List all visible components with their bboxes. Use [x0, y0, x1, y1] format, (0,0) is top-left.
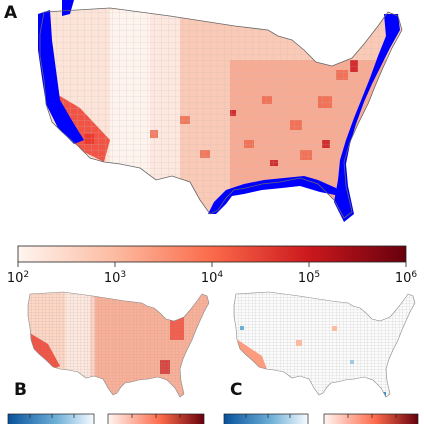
coastal-blue-region	[38, 0, 400, 222]
colorbar-tick-label: 103	[104, 270, 126, 286]
mini-colorbar-c-diverging-low	[223, 413, 309, 424]
tick-label-exponent: 3	[120, 270, 126, 280]
tick-label-base: 10	[104, 271, 121, 286]
tick-label-base: 10	[395, 271, 412, 286]
panel-c-label: C	[230, 380, 242, 400]
colorbar-ticks: 102 103 104 105 106	[7, 262, 418, 286]
panel-c-map	[233, 291, 416, 398]
tick-label-exponent: 6	[411, 270, 417, 280]
tick-label-base: 10	[298, 271, 315, 286]
colorbar-tick-label: 106	[395, 270, 418, 286]
panel-b-map	[27, 291, 210, 398]
colorbar-tick-label: 105	[298, 270, 320, 286]
tick-label-base: 10	[201, 271, 218, 286]
mini-colorbar-b-diverging-low	[7, 413, 95, 424]
panel-a-label: A	[4, 3, 18, 23]
panel-b-label: B	[14, 380, 27, 400]
mini-colorbar-b-diverging-high	[107, 413, 205, 424]
colorbar-tick-label: 102	[7, 270, 29, 286]
tick-label-exponent: 5	[314, 270, 320, 280]
tick-label-exponent: 2	[23, 270, 29, 280]
mini-colorbar-c-diverging-high	[323, 413, 419, 424]
main-colorbar: 102 103 104 105 106	[7, 245, 418, 286]
colorbar-tick-label: 104	[201, 270, 224, 286]
tick-label-base: 10	[7, 271, 24, 286]
panel-a-map	[38, 0, 403, 222]
tick-label-exponent: 4	[217, 270, 223, 280]
colorbar-gradient	[17, 245, 407, 263]
